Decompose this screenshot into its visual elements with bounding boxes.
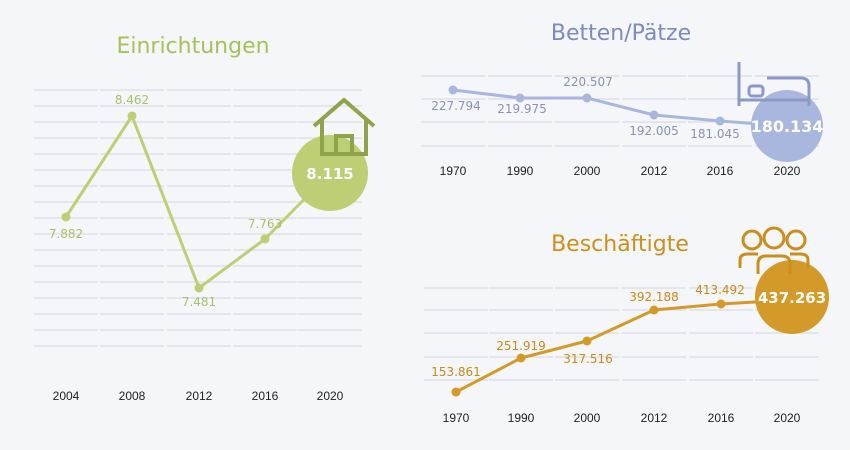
- data-label: 220.507: [563, 75, 613, 89]
- people-icon: [738, 226, 810, 274]
- x-tick-label: 2012: [641, 164, 668, 178]
- highlight-value: 180.134: [751, 117, 824, 136]
- chart-betten: Betten/Pätze 1970 1990 2000 2012 2016 2020 227.…: [421, 21, 823, 178]
- x-tick-label: 2000: [574, 411, 601, 425]
- data-point: [582, 93, 592, 103]
- data-label: 7.882: [49, 227, 83, 241]
- data-point: [716, 299, 726, 309]
- x-tick-label: 2020: [317, 389, 344, 403]
- data-point: [516, 353, 526, 363]
- data-label: 7.763: [248, 217, 282, 231]
- highlight-value: 437.263: [758, 289, 826, 307]
- data-label: 227.794: [431, 99, 481, 113]
- data-label: 8.462: [115, 93, 149, 107]
- series-line: [455, 298, 788, 394]
- data-label: 317.516: [563, 352, 613, 366]
- data-point: [61, 212, 71, 222]
- x-tick-label: 2016: [708, 411, 735, 425]
- data-label: 251.919: [496, 339, 546, 353]
- x-tick-label: 2000: [574, 164, 601, 178]
- chart-einrichtungen: Einrichtungen 2004 2008 2012 2016 2020 7.882 8.…: [34, 34, 376, 403]
- data-point: [649, 305, 659, 315]
- x-tick-label: 2016: [707, 164, 734, 178]
- data-label: 219.975: [497, 102, 547, 116]
- x-tick-label: 2008: [119, 389, 146, 403]
- chart-title: Einrichtungen: [116, 34, 269, 59]
- x-tick-label: 1970: [443, 411, 470, 425]
- chart-title: Beschäftigte: [551, 232, 689, 257]
- data-label: 392.188: [629, 290, 679, 304]
- data-point: [448, 85, 458, 95]
- x-tick-label: 1970: [440, 164, 467, 178]
- data-point: [582, 336, 592, 346]
- series-line: [452, 88, 788, 128]
- x-tick-label: 2012: [186, 389, 213, 403]
- data-point: [194, 283, 204, 293]
- data-label: 153.861: [431, 365, 481, 379]
- x-tick-label: 1990: [507, 164, 534, 178]
- house-icon: [312, 97, 376, 156]
- data-label: 7.481: [182, 295, 216, 309]
- data-point: [260, 234, 270, 244]
- x-tick-label: 2012: [641, 411, 668, 425]
- x-tick-label: 1990: [508, 411, 535, 425]
- highlight-bubble: [751, 90, 823, 162]
- data-point: [649, 110, 659, 120]
- data-point: [127, 111, 137, 121]
- data-label: 192.005: [629, 124, 679, 138]
- x-tick-label: 2020: [774, 411, 801, 425]
- data-point: [451, 387, 461, 397]
- data-label: 181.045: [690, 127, 740, 141]
- x-tick-label: 2004: [53, 389, 80, 403]
- data-point: [515, 93, 525, 103]
- chart-title: Betten/Pätze: [551, 21, 691, 46]
- x-tick-label: 2016: [252, 389, 279, 403]
- data-label: 413.492: [695, 283, 745, 297]
- highlight-bubble: [755, 260, 829, 334]
- x-tick-label: 2020: [774, 164, 801, 178]
- bed-icon: [737, 62, 811, 106]
- data-point: [715, 116, 725, 126]
- chart-beschaeftigte: Beschäftigte 1970 1990 2000 2012 2016 2020 153.…: [424, 226, 829, 425]
- highlight-value: 8.115: [306, 165, 353, 183]
